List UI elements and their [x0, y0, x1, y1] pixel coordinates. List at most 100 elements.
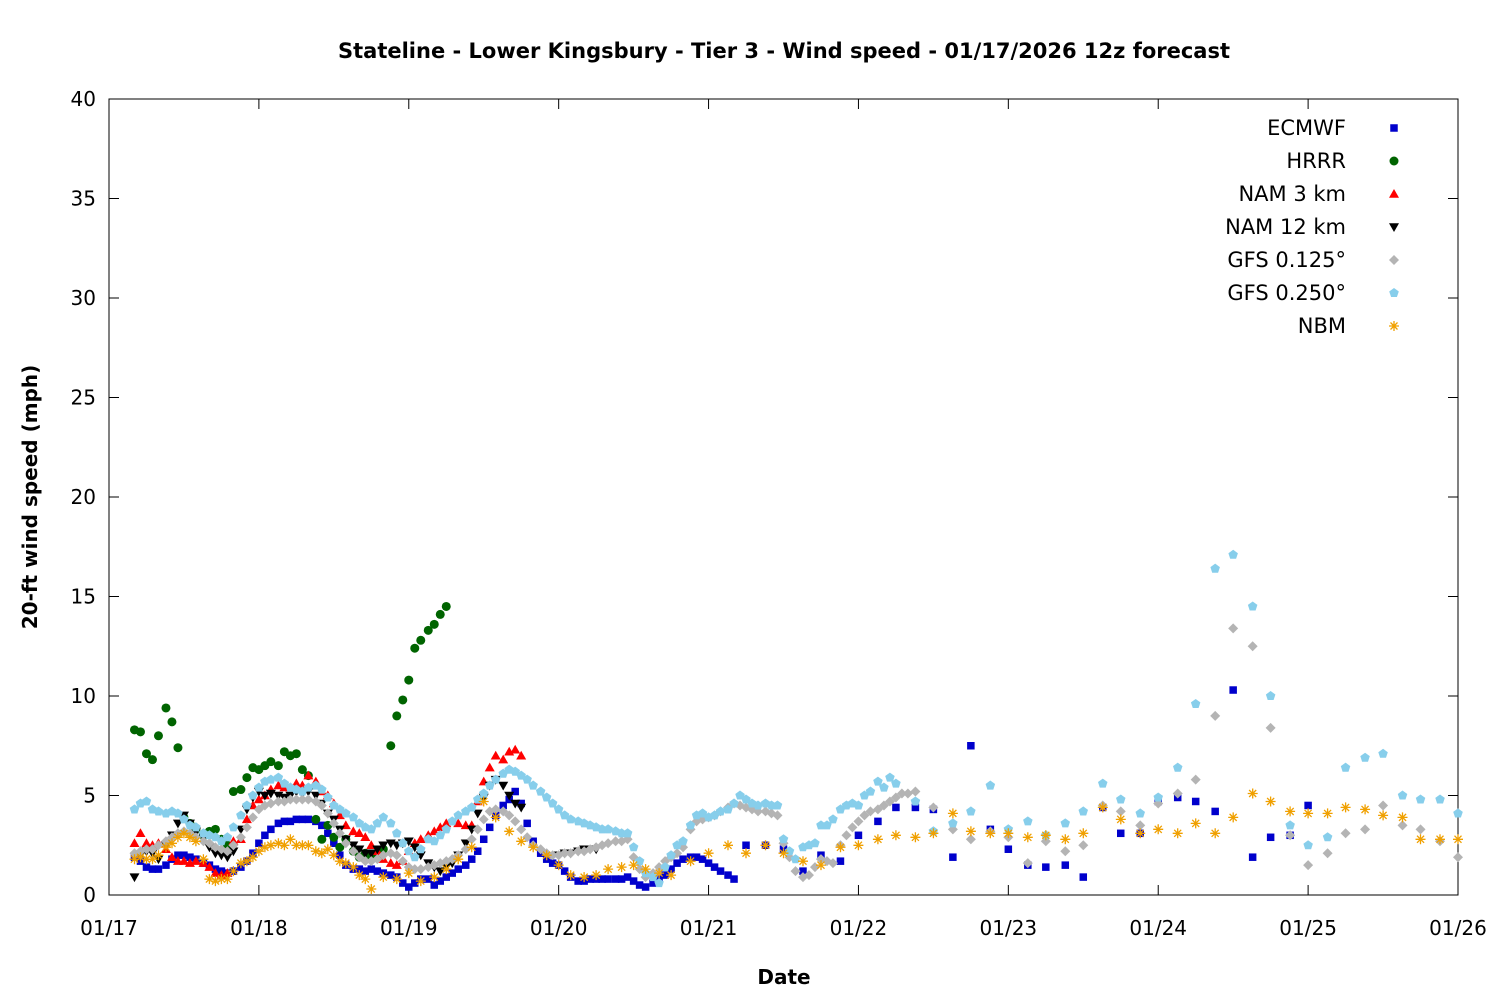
data-point [141, 749, 151, 759]
data-point [322, 808, 333, 819]
data-point [403, 837, 414, 847]
data-point [1061, 861, 1070, 869]
data-point [1415, 794, 1426, 804]
data-point [790, 866, 801, 877]
data-point [730, 875, 738, 883]
data-point [1397, 812, 1408, 823]
data-point [1042, 863, 1050, 871]
data-point [565, 848, 576, 859]
data-point [1303, 860, 1314, 871]
data-point [523, 819, 531, 828]
data-point [985, 828, 996, 839]
data-point [341, 808, 351, 818]
data-point [435, 830, 445, 840]
data-point [235, 832, 246, 843]
data-point [285, 834, 296, 845]
data-point [441, 601, 451, 611]
data-point [329, 832, 339, 842]
data-point [172, 832, 183, 843]
y-tick-label: 0 [83, 883, 96, 907]
data-point [361, 867, 370, 875]
data-point [553, 860, 564, 871]
data-point [416, 844, 426, 854]
data-point [641, 883, 650, 891]
data-point [896, 788, 907, 799]
data-point [286, 817, 295, 826]
data-point [541, 850, 552, 861]
data-point [280, 817, 289, 826]
data-point [291, 794, 302, 805]
data-point [430, 881, 439, 889]
legend-label: NAM 12 km [1225, 215, 1346, 239]
y-tick-label: 10 [71, 684, 96, 708]
data-point [517, 799, 525, 808]
data-point [1397, 790, 1408, 800]
data-point [399, 879, 407, 887]
data-point [1022, 858, 1033, 869]
data-point [847, 822, 858, 833]
data-point [622, 828, 633, 838]
data-point [285, 794, 296, 805]
data-point [216, 874, 227, 885]
data-point [648, 872, 658, 882]
data-point [574, 877, 582, 885]
data-point [335, 842, 345, 852]
data-point [259, 791, 270, 801]
legend-label: GFS 0.125° [1227, 248, 1346, 272]
data-point [222, 853, 233, 863]
data-point [323, 792, 333, 802]
data-point [318, 821, 326, 830]
data-point [928, 802, 939, 813]
data-point [141, 838, 152, 848]
data-point [441, 824, 451, 834]
data-point [354, 870, 365, 881]
data-point [1247, 601, 1258, 611]
data-point [703, 848, 714, 859]
data-point [528, 780, 538, 790]
data-point [297, 794, 308, 805]
data-point [291, 749, 301, 759]
data-point [259, 842, 270, 853]
data-point [479, 835, 488, 844]
data-point [854, 831, 863, 840]
data-point [273, 780, 284, 790]
legend-label: ECMWF [1267, 116, 1346, 140]
data-point [873, 776, 883, 786]
data-point [490, 750, 501, 760]
data-point [603, 824, 613, 834]
data-point [190, 856, 201, 865]
data-point [222, 874, 233, 885]
data-point [1228, 549, 1238, 559]
data-point [510, 744, 521, 754]
data-point [879, 782, 889, 792]
data-point [892, 803, 900, 812]
legend-marker [1389, 223, 1399, 232]
data-point [1023, 816, 1033, 826]
data-point [778, 834, 789, 844]
data-point [516, 824, 527, 835]
data-point [678, 836, 688, 846]
data-point [510, 816, 521, 827]
data-point [1378, 748, 1388, 758]
data-point [135, 727, 145, 737]
data-point [236, 810, 246, 820]
data-point [1191, 797, 1200, 806]
data-point [654, 878, 664, 888]
data-point [598, 875, 606, 883]
data-point [1097, 802, 1108, 813]
data-point [348, 862, 359, 873]
data-point [716, 867, 725, 875]
data-point [330, 839, 338, 848]
data-point [385, 858, 396, 867]
data-point [902, 788, 913, 799]
data-point [872, 834, 883, 845]
data-point [292, 815, 301, 824]
data-point [1190, 774, 1201, 785]
data-point [1360, 804, 1371, 815]
data-point [191, 822, 201, 832]
data-point [610, 836, 621, 847]
data-point [228, 866, 239, 877]
data-point [1003, 828, 1014, 839]
data-point [1079, 873, 1088, 881]
data-point [790, 854, 801, 864]
